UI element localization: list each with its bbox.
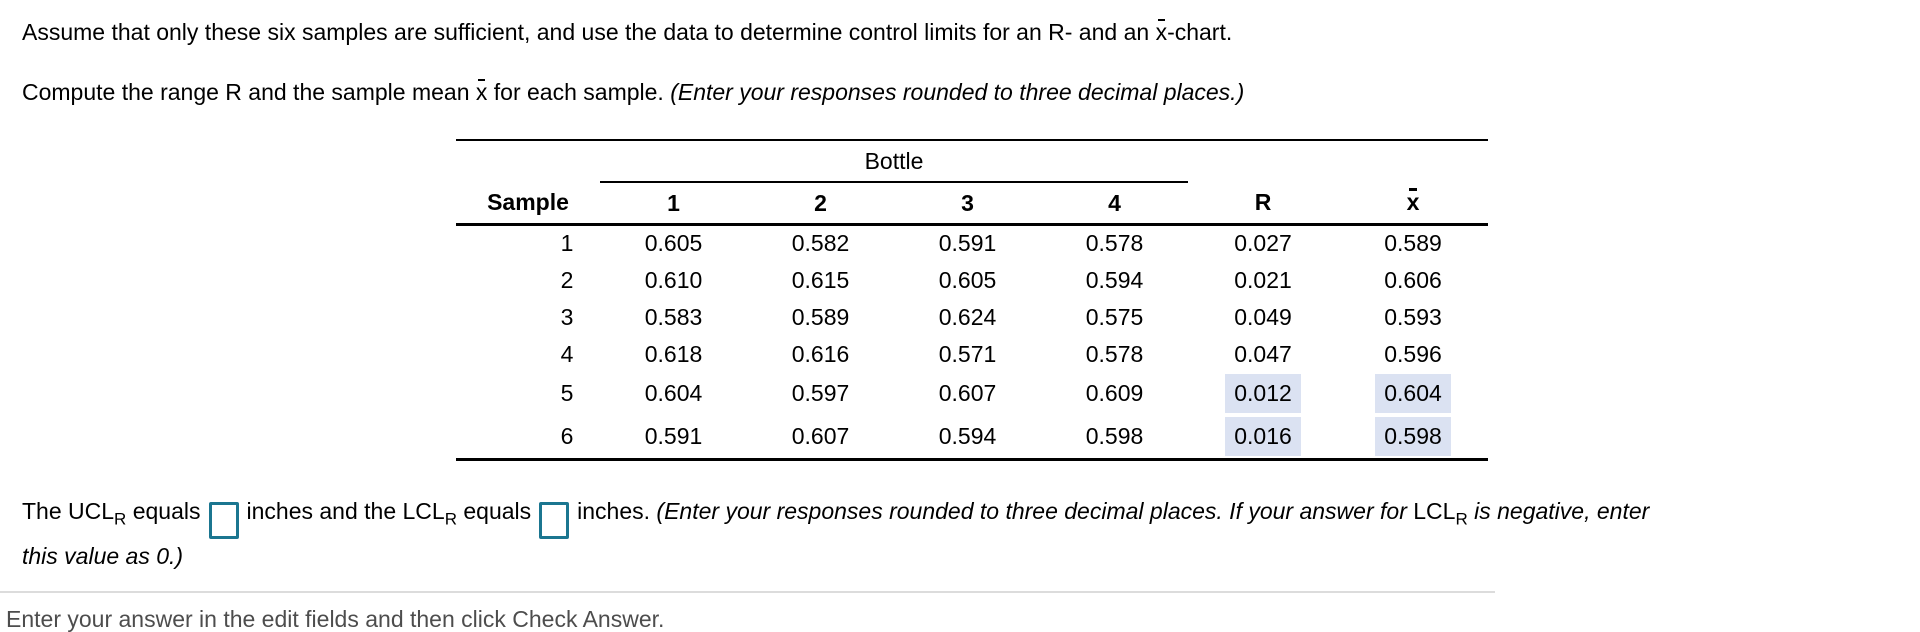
subscript-r: R: [444, 509, 457, 529]
bottle-header-row: Bottle: [456, 140, 1488, 183]
column-header-row: Sample 1 2 3 4 R x: [456, 182, 1489, 226]
instruction-line-2-mid: for each sample.: [487, 79, 671, 105]
cell-xbar: 0.596: [1384, 340, 1442, 367]
cell-bottle-2: 0.607: [791, 422, 850, 449]
col-header-bottle-3: 3: [894, 182, 1041, 226]
table-row: 3 0.583 0.589 0.624 0.575 0.049 0.593: [456, 299, 1488, 336]
cell-sample: 2: [560, 266, 574, 293]
bottle-label: Bottle: [864, 147, 924, 174]
x-bar-letter: x: [1155, 19, 1168, 45]
cell-range: 0.012: [1188, 373, 1338, 415]
cell-xbar: 0.589: [1384, 230, 1442, 257]
cell-bottle-4: 0.609: [1085, 380, 1144, 406]
cell-bottle-1: 0.618: [644, 340, 703, 367]
cell-bottle-3: 0.571: [938, 340, 997, 367]
table-row: 1 0.605 0.582 0.591 0.578 0.027 0.589: [456, 225, 1488, 262]
divider: [0, 591, 1495, 593]
answer-cell-range[interactable]: 0.016: [1225, 416, 1301, 456]
cell-sample: 4: [560, 340, 574, 367]
samples-table: Bottle Sample 1 2 3 4 R x 1 0.605 0.582 …: [456, 139, 1489, 461]
col-header-range: R: [1188, 182, 1339, 226]
table-row: 6 0.591 0.607 0.594 0.598 0.016 0.598: [456, 415, 1488, 460]
x-bar-symbol: x: [1406, 188, 1420, 216]
table-row: 4 0.618 0.616 0.571 0.578 0.047 0.596: [456, 336, 1488, 373]
rounding-note-end: is negative, enter: [1467, 498, 1650, 524]
table-row: 5 0.604 0.597 0.607 0.609 0.012 0.604: [456, 373, 1488, 415]
question-segment: inches.: [577, 498, 657, 524]
cell-sample: 1: [560, 230, 574, 257]
col-header-bottle-1: 1: [600, 182, 747, 226]
cell-xbar: 0.593: [1384, 303, 1442, 330]
cell-range: 0.047: [1234, 340, 1292, 367]
x-bar-letter: x: [475, 79, 488, 105]
question-text-line-2: this value as 0.): [22, 543, 184, 569]
cell-bottle-4: 0.575: [1085, 303, 1144, 330]
col-header-xbar: x: [1338, 182, 1489, 226]
cell-sample: 6: [560, 422, 574, 449]
cell-bottle-1: 0.604: [644, 380, 703, 406]
bottle-group-header: Bottle: [600, 140, 1189, 183]
instruction-line-1: Assume that only these six samples are s…: [22, 17, 1232, 47]
col-header-sample: Sample: [456, 182, 600, 226]
cell-bottle-3: 0.605: [938, 266, 997, 293]
helper-text: Enter your answer in the edit fields and…: [6, 606, 665, 632]
cell-range: 0.016: [1188, 415, 1338, 460]
ucl-label: The UCL: [22, 498, 115, 524]
cell-bottle-2: 0.589: [791, 303, 850, 330]
instruction-line-1-text: Assume that only these six samples are s…: [22, 19, 1156, 45]
instruction-line-2-text: Compute the range R and the sample mean: [22, 79, 476, 105]
cell-bottle-1: 0.591: [644, 422, 703, 449]
rounding-note: (Enter your responses rounded to three d…: [670, 79, 1245, 105]
answer-cell-xbar[interactable]: 0.598: [1375, 416, 1451, 456]
col-header-bottle-2: 2: [747, 182, 894, 226]
answer-cell-range[interactable]: 0.012: [1225, 374, 1301, 413]
cell-bottle-3: 0.624: [938, 303, 997, 330]
cell-bottle-2: 0.616: [791, 340, 850, 367]
cell-xbar: 0.606: [1384, 266, 1442, 293]
cell-bottle-2: 0.615: [791, 266, 850, 293]
rounding-note: (Enter your responses rounded to three d…: [656, 498, 1414, 524]
answer-cell-xbar[interactable]: 0.604: [1375, 374, 1451, 413]
samples-table-container: Bottle Sample 1 2 3 4 R x 1 0.605 0.582 …: [456, 139, 1489, 461]
cell-xbar: 0.604: [1338, 373, 1488, 415]
cell-bottle-2: 0.582: [791, 230, 850, 257]
instruction-line-1-end: -chart.: [1167, 19, 1233, 45]
cell-sample: 5: [560, 380, 574, 406]
cell-bottle-1: 0.583: [644, 303, 703, 330]
x-bar-letter: x: [1406, 189, 1420, 215]
cell-bottle-3: 0.591: [938, 230, 997, 257]
cell-range: 0.049: [1234, 303, 1292, 330]
cell-bottle-2: 0.597: [791, 380, 850, 406]
cell-bottle-1: 0.610: [644, 266, 703, 293]
cell-bottle-3: 0.594: [938, 422, 997, 449]
x-bar-symbol: x: [1155, 17, 1168, 47]
question-segment: equals: [456, 498, 532, 524]
ucl-r-input[interactable]: [208, 502, 239, 539]
col-header-bottle-4: 4: [1041, 182, 1189, 226]
cell-bottle-1: 0.605: [644, 230, 703, 257]
cell-bottle-4: 0.594: [1085, 266, 1144, 293]
cell-bottle-4: 0.578: [1085, 340, 1144, 367]
cell-sample: 3: [560, 303, 574, 330]
cell-bottle-4: 0.578: [1085, 230, 1144, 257]
question-segment: inches and the LCL: [246, 498, 445, 524]
instruction-line-2: Compute the range R and the sample mean …: [22, 77, 1244, 107]
table-row: 2 0.610 0.615 0.605 0.594 0.021 0.606: [456, 262, 1488, 299]
cell-range: 0.027: [1234, 230, 1292, 257]
question-segment: equals: [126, 498, 201, 524]
lcl-r-input[interactable]: [539, 502, 570, 539]
subscript-r: R: [114, 509, 127, 529]
question-text: The UCLR equals inches and the LCLR equal…: [22, 496, 1649, 539]
lcl-label: LCL: [1413, 498, 1456, 524]
cell-bottle-3: 0.607: [938, 380, 997, 406]
cell-bottle-4: 0.598: [1085, 422, 1144, 449]
cell-xbar: 0.598: [1338, 415, 1488, 460]
x-bar-symbol: x: [475, 77, 488, 107]
cell-range: 0.021: [1234, 266, 1292, 293]
subscript-r: R: [1455, 509, 1468, 529]
